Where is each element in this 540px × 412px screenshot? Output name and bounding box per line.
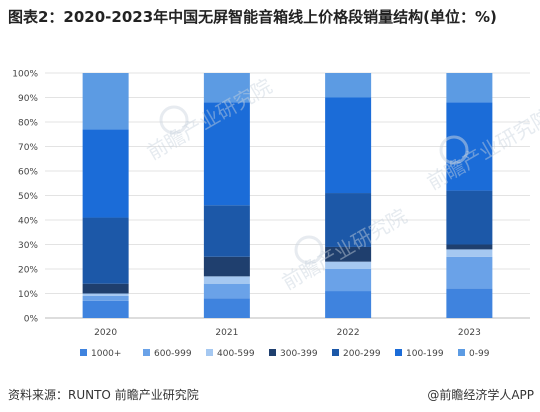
bar-segment — [446, 102, 493, 191]
y-tick-label: 100% — [12, 70, 38, 80]
legend-label: 300-399 — [280, 349, 318, 359]
y-tick-label: 30% — [18, 241, 38, 251]
y-tick-label: 0% — [24, 315, 39, 325]
legend-swatch — [395, 349, 402, 356]
bar-segment — [203, 276, 250, 284]
watermark-logo — [159, 105, 189, 135]
x-axis: 2020 2021 2022 2023 — [45, 317, 530, 338]
bar-segment — [325, 291, 372, 318]
bar-segment — [203, 298, 250, 318]
bar-segment — [82, 283, 129, 294]
bars — [82, 73, 493, 318]
bar-segment — [446, 73, 493, 103]
y-tick-label: 50% — [18, 192, 38, 202]
bar-segment — [203, 205, 250, 257]
y-axis: 0% 10% 20% 30% 40% 50% 60% 70% 80% 90% 100% — [12, 70, 38, 325]
bar-segment — [82, 73, 129, 130]
bar-segment — [446, 249, 493, 257]
bar-segment — [203, 256, 250, 277]
y-tick-label: 10% — [18, 290, 38, 300]
bar-segment — [446, 244, 493, 250]
bar-segment — [82, 217, 129, 284]
watermark-logo — [439, 135, 469, 165]
y-tick-label: 20% — [18, 266, 38, 276]
bar-segment — [82, 295, 129, 301]
legend-label: 100-199 — [406, 349, 444, 359]
y-tick-label: 70% — [18, 143, 38, 153]
bar-segment — [203, 73, 250, 103]
bar-segment — [325, 269, 372, 292]
source-note: 资料来源：RUNTO 前瞻产业研究院 — [8, 388, 199, 402]
bar-segment — [325, 73, 372, 98]
legend-swatch — [332, 349, 339, 356]
watermark-logo — [294, 235, 324, 265]
brand-credit: @前瞻经济学人APP — [427, 388, 534, 402]
bar-segment — [203, 283, 250, 299]
legend-label: 600-999 — [154, 349, 192, 359]
y-tick-label: 40% — [18, 217, 38, 227]
bar-segment — [446, 256, 493, 289]
legend-label: 200-299 — [343, 349, 381, 359]
bar-segment — [325, 193, 372, 247]
x-tick-label: 2023 — [458, 328, 481, 338]
bar-segment — [446, 288, 493, 318]
bar-segment — [203, 102, 250, 206]
legend-label: 400-599 — [217, 349, 255, 359]
x-tick-label: 2022 — [337, 328, 360, 338]
legend-swatch — [206, 349, 213, 356]
y-tick-label: 80% — [18, 119, 38, 129]
stacked-bar-chart: 0%10%20%30%40%50%60%70%80%90%100% 2020 20… — [12, 70, 540, 360]
x-tick-label: 2020 — [94, 328, 117, 338]
legend-swatch — [269, 349, 276, 356]
legend-label: 0-99 — [469, 349, 490, 359]
y-tick-label: 90% — [18, 94, 38, 104]
legend-label: 1000+ — [91, 349, 121, 359]
bar-segment — [82, 293, 129, 296]
bar-segment — [325, 246, 372, 262]
bar-segment — [82, 129, 129, 218]
y-tick-label: 60% — [18, 168, 38, 178]
legend-swatch — [80, 349, 87, 356]
x-tick-label: 2021 — [215, 328, 238, 338]
legend: 1000+ 600-999 400-599 300-399 200-299 100-199… — [80, 349, 490, 359]
chart-title: 图表2：2020-2023年中国无屏智能音箱线上价格段销量结构(单位：%) — [8, 8, 497, 26]
legend-swatch — [458, 349, 465, 356]
bar-segment — [446, 190, 493, 245]
bar-segment — [325, 97, 372, 194]
bar-segment — [82, 300, 129, 318]
legend-swatch — [143, 349, 150, 356]
bar-segment — [325, 261, 372, 269]
